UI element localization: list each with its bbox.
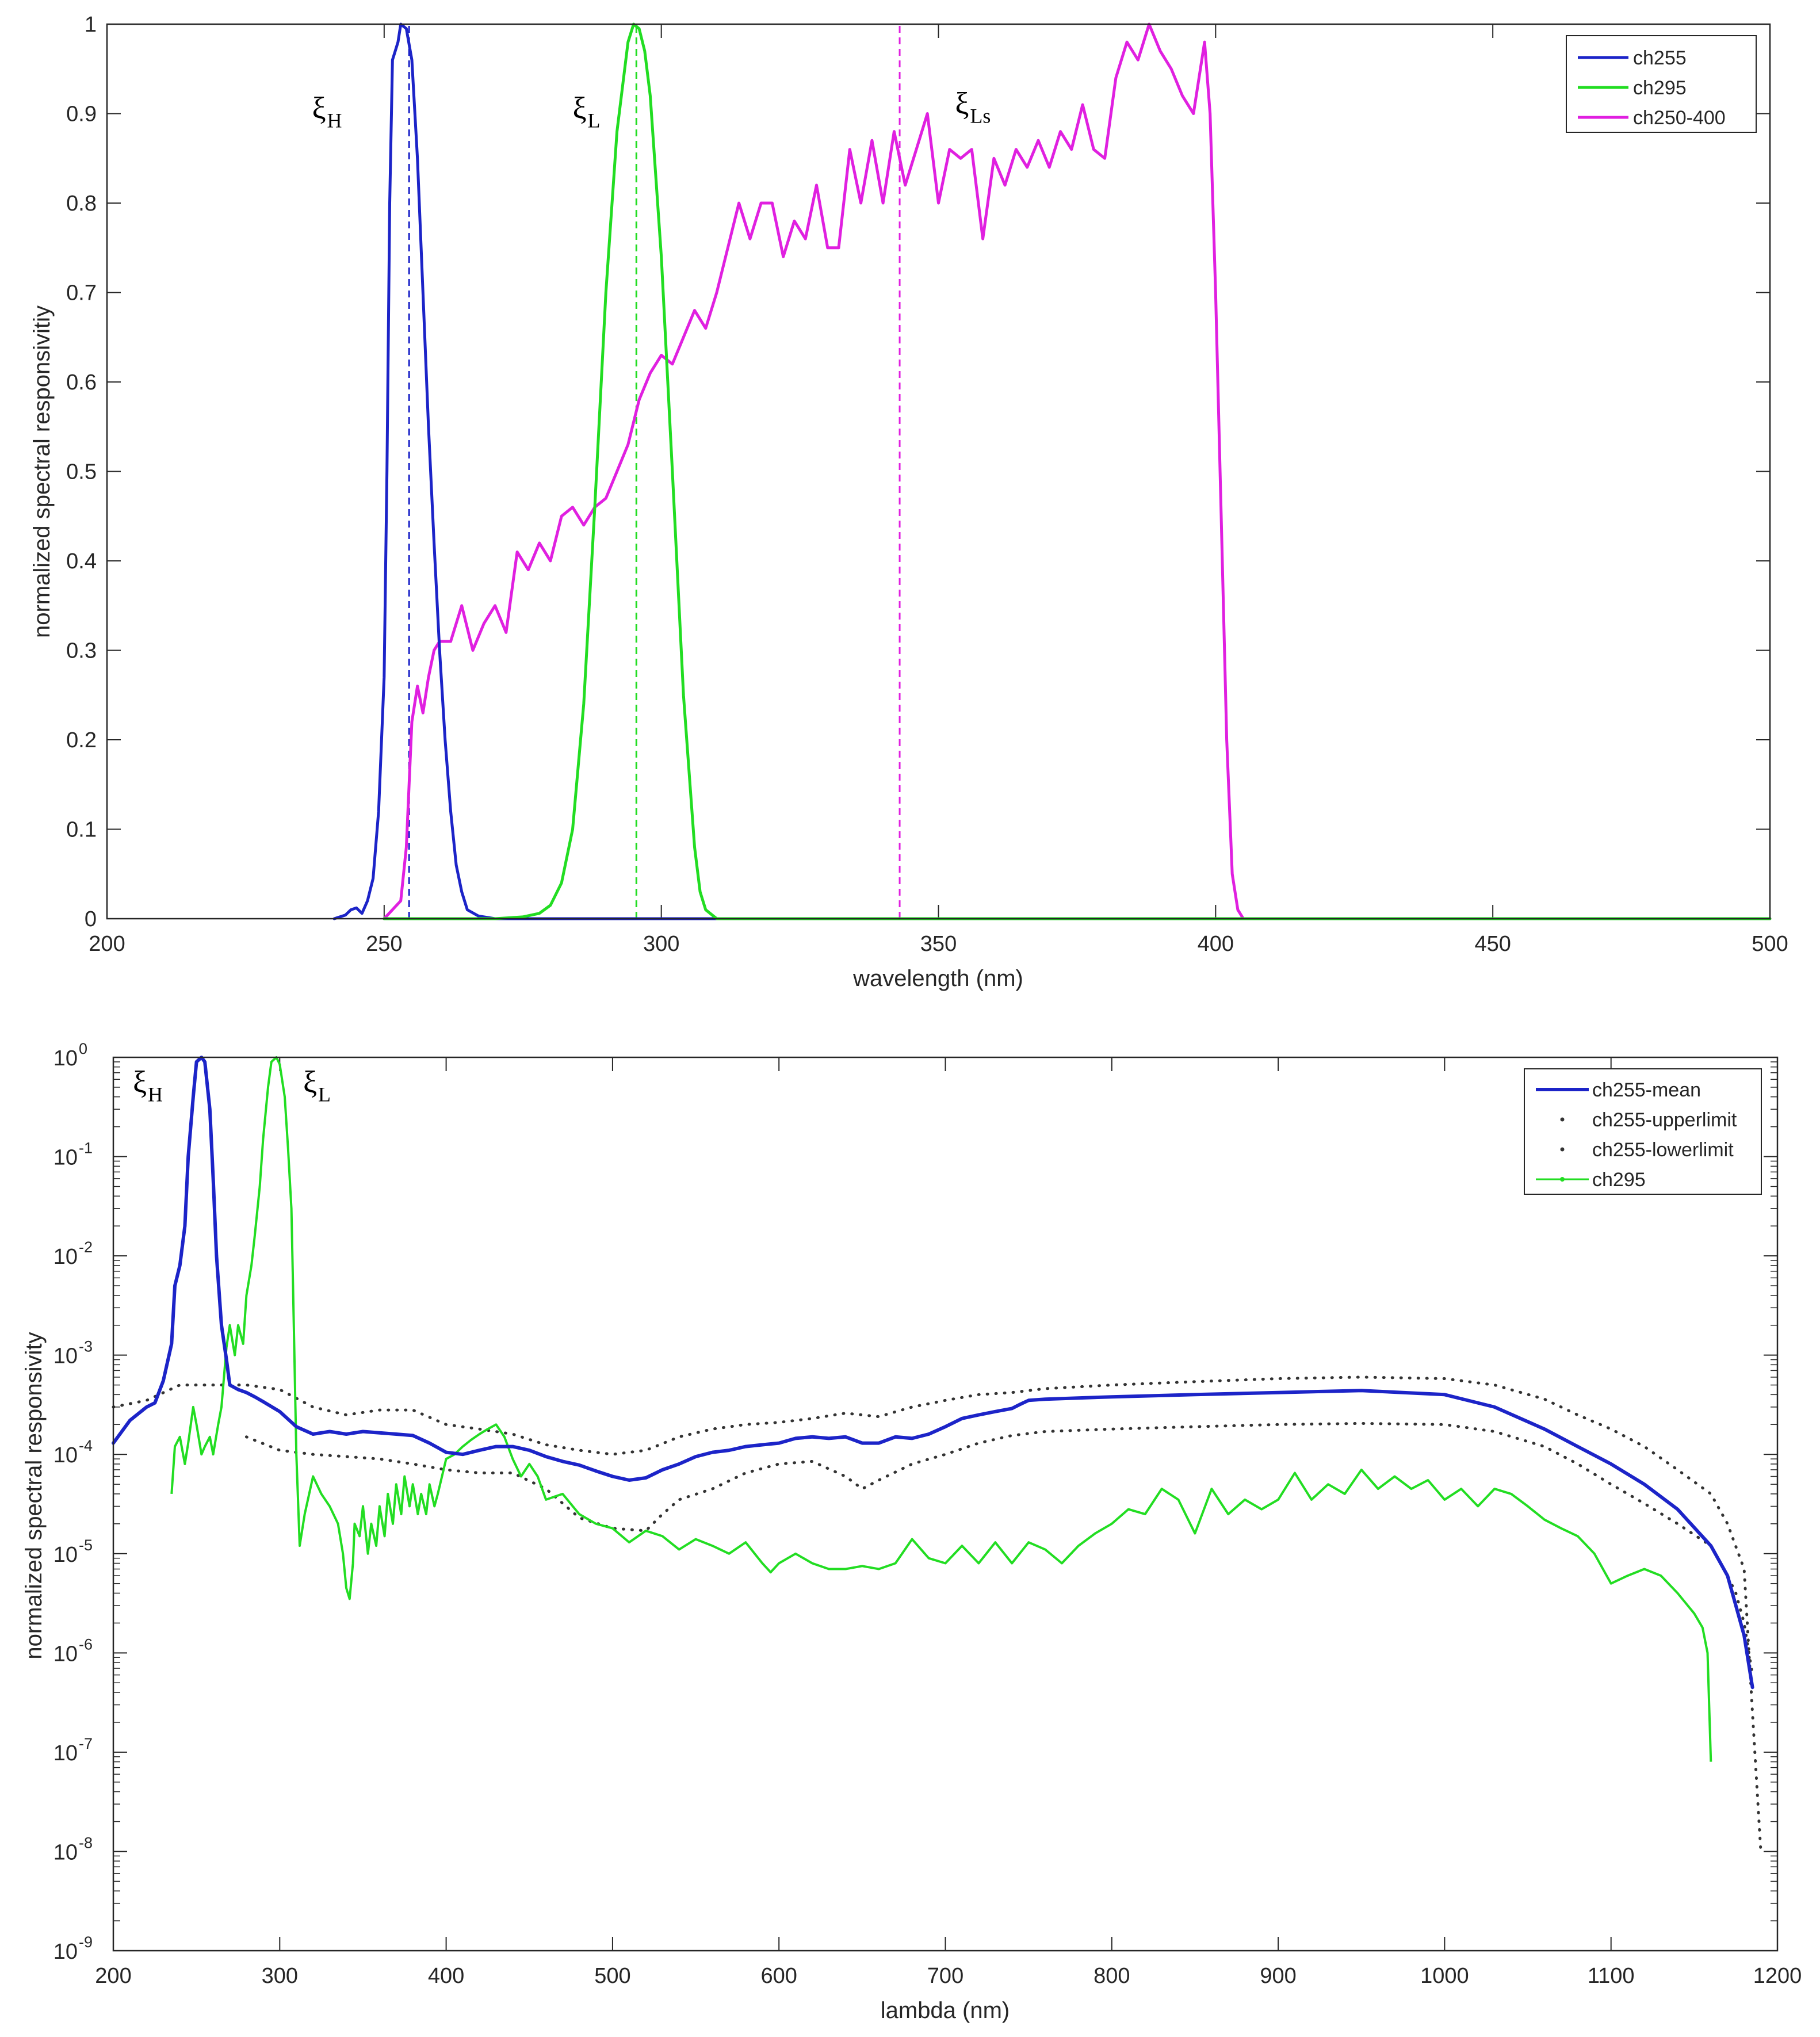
- bottom-x-tick-label: 1200: [1753, 1964, 1802, 1988]
- bottom-y-tick-exponent: 0: [79, 1040, 87, 1057]
- top-y-tick-label: 0.5: [66, 460, 97, 484]
- bottom-y-tick-label: 10: [53, 1642, 78, 1666]
- top-y-tick-label: 0.7: [66, 281, 97, 305]
- top-x-tick-label: 200: [89, 932, 125, 956]
- xi-symbol: ξ: [955, 86, 969, 121]
- xi-subscript: H: [327, 109, 342, 132]
- bottom-legend-swatch-ch255-lowerlimit: [1560, 1147, 1565, 1152]
- bottom-x-tick-label: 800: [1093, 1964, 1130, 1988]
- bottom-x-tick-label: 1100: [1588, 1964, 1635, 1988]
- top-plot-area: [107, 24, 1770, 919]
- bottom-legend-label-ch295: ch295: [1592, 1169, 1646, 1191]
- bottom-y-tick-label: 10: [53, 1940, 78, 1964]
- bottom-y-tick-exponent: -5: [79, 1537, 93, 1554]
- bottom-legend-label-ch255-upperlimit: ch255-upperlimit: [1592, 1109, 1737, 1131]
- top-x-axis-label: wavelength (nm): [852, 966, 1023, 991]
- top-axes-box: [106, 23, 1771, 920]
- bottom-series-line-ch255-lowerlimit: [244, 1421, 1754, 1677]
- top-legend-label-ch295: ch295: [1633, 77, 1687, 99]
- bottom-series-line-ch255-mean: [112, 1056, 1754, 1690]
- top-series-line-ch295: [383, 22, 1772, 920]
- bottom-x-tick-label: 400: [428, 1964, 464, 1988]
- bottom-y-tick-exponent: -7: [79, 1735, 93, 1752]
- bottom-x-tick-label: 200: [95, 1964, 131, 1988]
- top-y-tick-label: 0.4: [66, 549, 97, 574]
- bottom-y-tick-exponent: -2: [79, 1239, 93, 1256]
- top-tick-labels: 200 250 300 350 400 450 500 0 0.1 0.2 0.3 0.4 0.5 0.6…: [66, 13, 1788, 956]
- bottom-y-axis-label: normalized spectral responsivity: [21, 1332, 47, 1659]
- bottom-y-tick-exponent: -3: [79, 1338, 93, 1355]
- bottom-y-tick-label: 10: [53, 1840, 78, 1864]
- top-x-tick-label: 250: [366, 932, 402, 956]
- top-legend: ch255 ch295 ch250-400: [1566, 35, 1757, 133]
- bottom-y-tick-label: 10: [53, 1245, 78, 1269]
- top-legend-label-ch255: ch255: [1633, 47, 1687, 69]
- top-legend-label-ch250-400: ch250-400: [1633, 107, 1726, 129]
- top-y-tick-label: 0.2: [66, 728, 97, 752]
- bottom-x-tick-label: 300: [262, 1964, 298, 1988]
- xi-symbol: ξ: [303, 1064, 317, 1099]
- bottom-series-line-ch295: [170, 1056, 1712, 1762]
- xi-subscript: Ls: [970, 105, 991, 128]
- bottom-y-tick-exponent: -8: [79, 1834, 93, 1851]
- top-y-tick-label: 1: [85, 13, 97, 37]
- bottom-x-tick-label: 500: [594, 1964, 630, 1988]
- top-series-line-ch255: [332, 22, 718, 920]
- top-x-tick-label: 300: [643, 932, 679, 956]
- xi-symbol: ξ: [133, 1064, 147, 1099]
- top-y-tick-label: 0.9: [66, 102, 97, 127]
- bottom-series-group: [112, 1056, 1762, 1853]
- bottom-series-line-ch255-upperlimit: [112, 1375, 1762, 1853]
- top-y-tick-label: 0.3: [66, 639, 97, 663]
- bottom-y-tick-exponent: -4: [79, 1437, 93, 1454]
- top-y-axis-label: normalized spectral responsivitiy: [29, 305, 55, 638]
- top-y-tick-label: 0.1: [66, 818, 97, 842]
- bottom-x-tick-label: 600: [760, 1964, 797, 1988]
- top-x-tick-label: 400: [1198, 932, 1234, 956]
- xi-subscript: H: [148, 1083, 163, 1106]
- xi-subscript: L: [587, 109, 600, 132]
- top-series-line-ch250-400: [383, 22, 1772, 920]
- xi-symbol: ξ: [572, 90, 586, 125]
- bottom-y-tick-label: 10: [53, 1146, 78, 1170]
- bottom-y-tick-label: 10: [53, 1543, 78, 1567]
- bottom-y-tick-label: 10: [53, 1741, 78, 1765]
- bottom-legend-label-ch255-lowerlimit: ch255-lowerlimit: [1592, 1139, 1734, 1161]
- bottom-y-tick-exponent: -1: [79, 1140, 93, 1157]
- bottom-x-tick-label: 1000: [1420, 1964, 1469, 1988]
- bottom-legend-swatch-dot-ch295: [1560, 1177, 1565, 1182]
- top-x-tick-label: 500: [1752, 932, 1788, 956]
- xi-subscript: L: [318, 1083, 331, 1106]
- bottom-y-tick-label: 10: [53, 1344, 78, 1369]
- bottom-x-axis-label: lambda (nm): [881, 1998, 1010, 2023]
- top-y-tick-label: 0.6: [66, 370, 97, 395]
- bottom-legend-label-ch255-mean: ch255-mean: [1592, 1079, 1701, 1101]
- bottom-x-tick-label: 700: [927, 1964, 963, 1988]
- top-x-tick-label: 450: [1474, 932, 1511, 956]
- top-x-tick-label: 350: [920, 932, 957, 956]
- bottom-y-tick-label: 10: [53, 1046, 78, 1071]
- xi-symbol: ξ: [312, 90, 326, 125]
- bottom-y-tick-label: 10: [53, 1443, 78, 1467]
- top-y-tick-label: 0.8: [66, 192, 97, 216]
- top-annotation-xi-Ls: ξ Ls: [955, 86, 991, 128]
- top-series-group: [332, 22, 1772, 920]
- bottom-y-tick-exponent: -9: [79, 1933, 93, 1951]
- bottom-axes-box: [112, 1056, 1779, 1952]
- bottom-x-tick-label: 900: [1260, 1964, 1296, 1988]
- bottom-legend: ch255-mean ch255-upperlimit ch255-lowerlim…: [1524, 1068, 1762, 1195]
- bottom-y-tick-exponent: -6: [79, 1635, 93, 1653]
- top-chart: 200 250 300 350 400 450 500 0 0.1 0.2 0.3 0.4 0.5 0.6…: [29, 13, 1788, 991]
- top-y-tick-label: 0: [85, 907, 97, 931]
- bottom-legend-swatch-ch255-upperlimit: [1560, 1117, 1565, 1122]
